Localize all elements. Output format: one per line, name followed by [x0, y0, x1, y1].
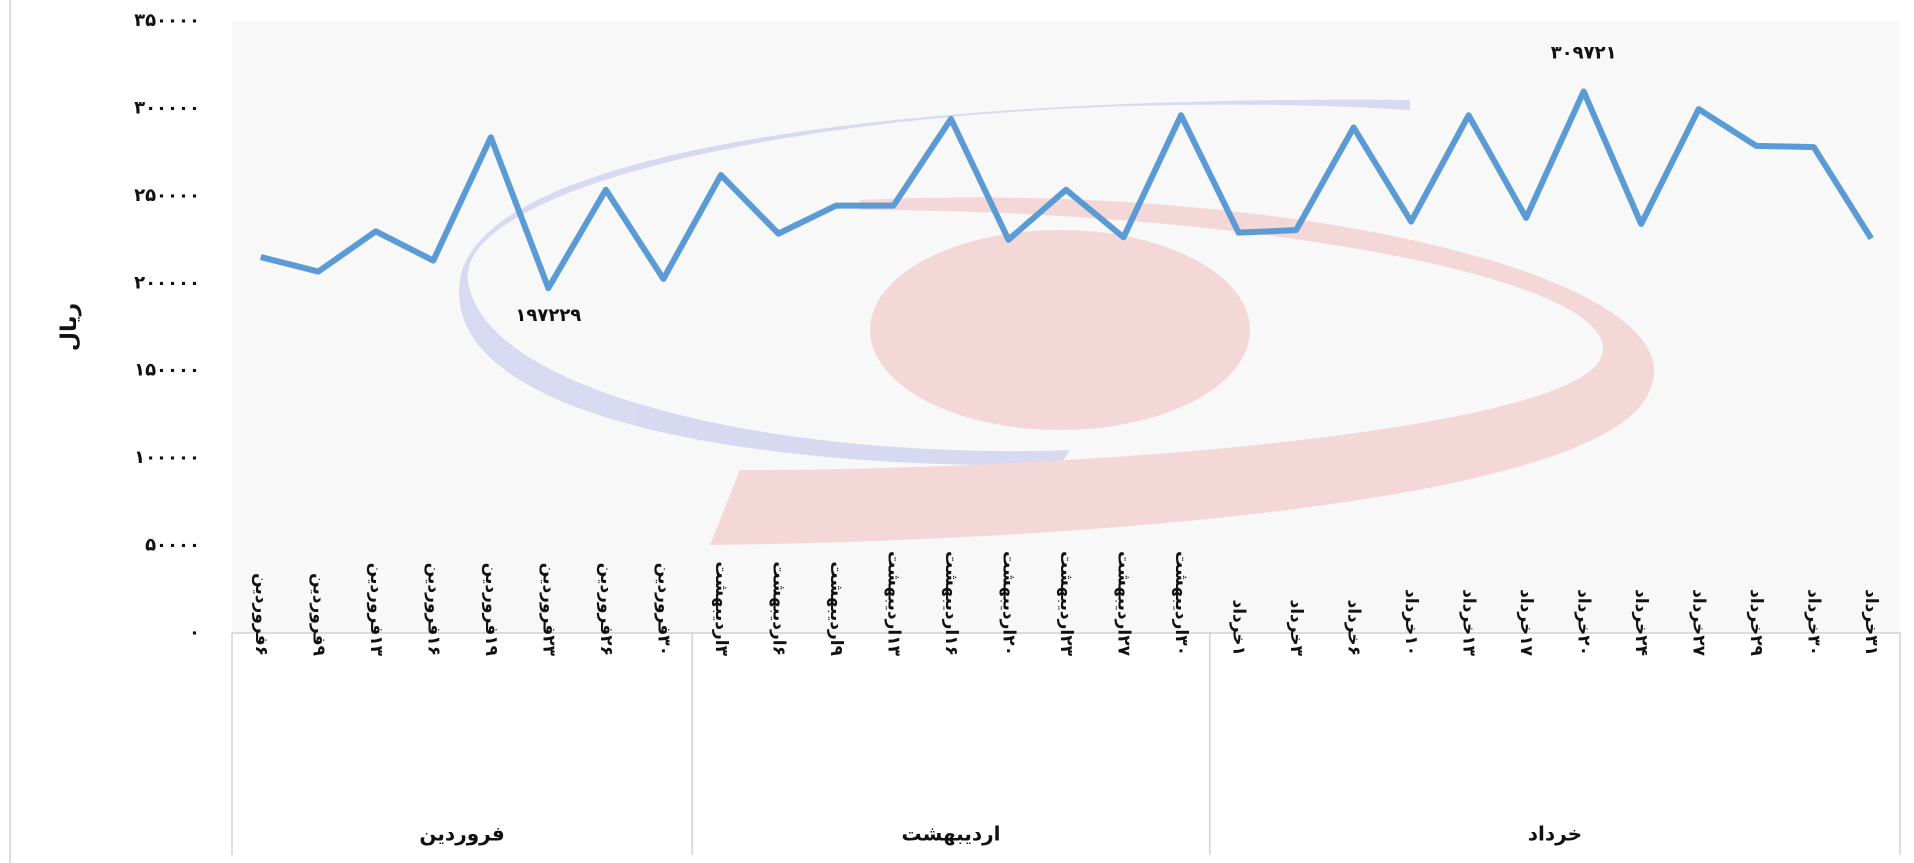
- group-label: خرداد: [1528, 822, 1582, 846]
- x-tick-label: ۱۹فروردین: [481, 563, 501, 657]
- x-tick-label: ۶خرداد: [1344, 600, 1364, 657]
- x-tick-label: ۶اردیبهشت: [768, 561, 788, 656]
- x-tick-label: ۲۰خرداد: [1574, 589, 1594, 656]
- y-tick-label: ۰: [189, 622, 200, 643]
- x-tick-label: ۳۰خرداد: [1804, 589, 1824, 656]
- x-tick-label: ۳خرداد: [1286, 600, 1306, 657]
- y-tick-label: ۱۵۰۰۰۰: [134, 360, 200, 381]
- x-tick-label: ۱۳خرداد: [1459, 589, 1479, 656]
- x-tick-label: ۲۷اردیبهشت: [1114, 551, 1134, 657]
- x-tick-label: ۲۴خرداد: [1631, 589, 1651, 656]
- x-tick-label: ۹اردیبهشت: [826, 561, 846, 656]
- y-tick-label: ۲۵۰۰۰۰: [134, 185, 200, 206]
- line: [260, 88, 1874, 292]
- x-tick-label: ۳۰اردیبهشت: [1171, 551, 1191, 656]
- x-tick-label: ۳۱خرداد: [1861, 589, 1881, 656]
- x-tick-label: ۱۳فروردین: [366, 563, 386, 657]
- x-tick-label: ۶فروردین: [251, 573, 271, 656]
- x-tick-label: ۲۷خرداد: [1689, 589, 1709, 656]
- x-tick-label: ۲۳فروردین: [538, 563, 558, 657]
- y-tick-label: ۱۰۰۰۰۰: [134, 447, 200, 468]
- x-tick-label: ۱۶اردیبهشت: [941, 551, 961, 656]
- x-tick-label: ۱خرداد: [1229, 600, 1249, 657]
- y-tick-label: ۵۰۰۰۰: [145, 535, 200, 556]
- y-tick-label: ۳۰۰۰۰۰: [134, 97, 200, 118]
- x-tick-label: ۳۰فروردین: [653, 563, 673, 656]
- y-tick-label: ۲۰۰۰۰۰: [134, 272, 200, 293]
- x-tick-label: ۹فروردین: [308, 573, 328, 656]
- x-tick-label: ۱۰خرداد: [1401, 589, 1421, 656]
- watermark: [459, 99, 1655, 546]
- x-tick-label: ۲۰اردیبهشت: [998, 551, 1018, 656]
- x-tick-label: ۱۶فروردین: [423, 563, 443, 656]
- x-tick-label: ۲۳اردیبهشت: [1056, 551, 1076, 657]
- y-axis-title: ریال: [57, 303, 82, 351]
- group-label: اردیبهشت: [901, 822, 1000, 846]
- x-tick-label: ۱۳اردیبهشت: [883, 551, 903, 657]
- plot-area: [232, 21, 1900, 633]
- data-label: ۱۹۷۲۲۹: [515, 305, 581, 326]
- y-tick-label: ۳۵۰۰۰۰: [134, 10, 200, 31]
- x-tick-label: ۱۷خرداد: [1516, 589, 1536, 656]
- x-tick-label: ۲۶فروردین: [596, 563, 616, 656]
- data-label: ۳۰۹۷۲۱: [1551, 42, 1617, 63]
- x-tick-label: ۳اردیبهشت: [711, 561, 731, 656]
- group-label: فروردین: [419, 822, 504, 846]
- x-tick-label: ۲۹خرداد: [1746, 589, 1766, 656]
